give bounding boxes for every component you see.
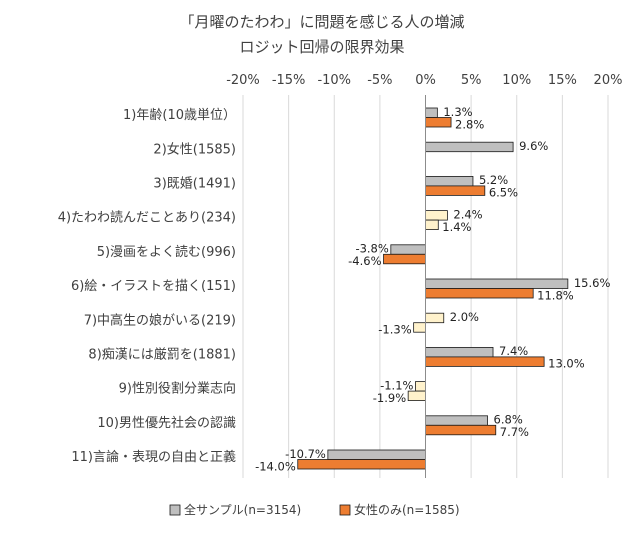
data-label-female-only: -14.0% [255, 459, 296, 473]
data-label-female-only: 11.8% [537, 288, 574, 302]
bar-all-sample [327, 449, 426, 460]
category-label: 5)漫画をよく読む(996) [97, 244, 236, 260]
x-axis-tick-labels: -20% -15% -10% -5% 0% 5% 10% 15% 20% [226, 73, 622, 88]
category-label: 6)絵・イラストを描く(151) [71, 279, 236, 294]
data-label-female-only: 1.4% [442, 220, 471, 234]
data-label-all-sample: 5.2% [479, 173, 508, 187]
data-label-all-sample: 1.3% [443, 105, 472, 119]
x-tick-label: 20% [594, 73, 623, 88]
data-label-female-only: 7.7% [500, 425, 529, 439]
data-label-female-only: 2.8% [455, 117, 484, 131]
bar-female-only [425, 185, 486, 196]
x-tick-label: -5% [367, 73, 392, 88]
data-label-all-sample: 2.0% [450, 310, 479, 324]
data-label-all-sample: -10.7% [285, 447, 326, 461]
data-label-all-sample: 6.8% [494, 413, 523, 427]
bar-all-sample [425, 107, 438, 118]
data-label-all-sample: 2.4% [453, 207, 482, 221]
x-tick-label: 5% [461, 73, 482, 88]
bar-all-sample [390, 244, 426, 255]
category-label: 11)言論・表現の自由と正義 [71, 449, 236, 465]
bar-female-only [425, 356, 545, 367]
bar-female-only [413, 322, 426, 333]
legend-label-female-only: 女性のみ(n=1585) [354, 502, 460, 517]
bar-all-sample [415, 381, 426, 392]
legend-label-all-sample: 全サンプル(n=3154) [184, 502, 301, 517]
data-label-female-only: 6.5% [489, 186, 518, 200]
bar-female-only [407, 390, 426, 402]
category-label: 1)年齢(10歳単位） [123, 107, 236, 123]
chart-title-line-2: ロジット回帰の限界効果 [239, 38, 404, 56]
x-tick-label: -10% [317, 73, 351, 88]
chart-title-line-1: 「月曜のたわわ」に問題を感じる人の増減 [179, 13, 464, 31]
bar-female-only [383, 253, 426, 265]
data-label-female-only: 13.0% [548, 357, 585, 371]
category-label: 3)既婚(1491) [153, 177, 236, 192]
category-label: 4)たわわ読んだことあり(234) [58, 210, 236, 226]
data-labels: 1.3%2.8% 9.6% 5.2%6.5% 2.4%1.4% -3.8%-4.6% 15… [255, 105, 610, 474]
category-label: 8)痴漢には厳罰を(1881) [88, 347, 236, 363]
x-tick-label: 10% [502, 73, 531, 88]
category-label: 7)中高生の娘がいる(219) [84, 312, 236, 328]
category-label: 9)性別役割分業志向 [119, 381, 236, 397]
data-label-all-sample: -1.1% [380, 378, 413, 392]
bars [297, 107, 569, 470]
x-tick-label: -20% [226, 73, 260, 88]
data-label-all-sample: 9.6% [519, 139, 548, 153]
bar-all-sample [425, 312, 445, 324]
bar-all-sample [425, 415, 488, 426]
bar-all-sample [425, 346, 494, 358]
legend-swatch-all-sample [169, 504, 181, 516]
legend: 全サンプル(n=3154) 女性のみ(n=1585) [169, 502, 460, 517]
bar-female-only [297, 459, 426, 470]
bar-all-sample [425, 141, 514, 153]
data-label-all-sample: 7.4% [499, 344, 528, 358]
x-tick-label: 15% [548, 73, 577, 88]
bar-all-sample [425, 210, 448, 221]
legend-swatch-female-only [339, 504, 351, 516]
data-label-all-sample: -3.8% [355, 242, 388, 256]
bar-all-sample [425, 175, 474, 187]
data-label-female-only: -1.3% [378, 322, 411, 336]
chart-title: 「月曜のたわわ」に問題を感じる人の増減 ロジット回帰の限界効果 [179, 13, 464, 56]
bar-all-sample [425, 278, 569, 289]
x-tick-label: 0% [415, 73, 436, 88]
bar-female-only [425, 424, 497, 436]
category-labels: 1)年齢(10歳単位） 2)女性(1585) 3)既婚(1491) 4)たわわ読んだこ… [58, 107, 236, 465]
bar-female-only [425, 117, 452, 128]
bar-female-only [425, 288, 534, 299]
x-tick-label: -15% [272, 73, 306, 88]
category-label: 2)女性(1585) [153, 141, 236, 157]
bar-female-only [425, 219, 439, 231]
data-label-all-sample: 15.6% [574, 276, 611, 290]
category-label: 10)男性優先社会の認識 [97, 415, 236, 431]
data-label-female-only: -4.6% [348, 254, 381, 268]
data-label-female-only: -1.9% [373, 391, 406, 405]
